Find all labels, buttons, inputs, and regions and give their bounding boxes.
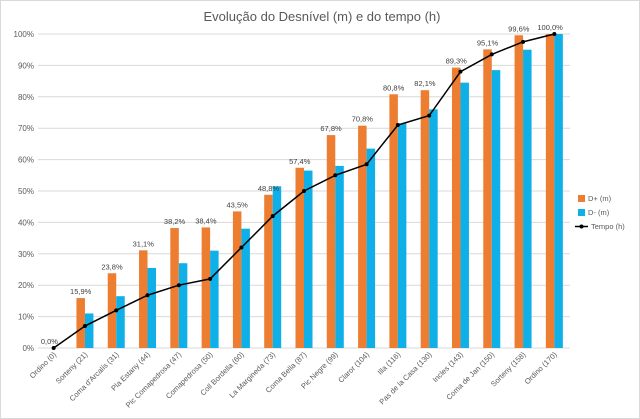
time-point xyxy=(552,32,557,36)
bar-ascent xyxy=(545,34,555,348)
time-point xyxy=(364,162,369,167)
y-axis-ticks: 0% 10% 20% 30% 40% 50% 60% 70% 80% 90% 100% xyxy=(14,30,34,353)
bar-data-label: 80,8% xyxy=(383,83,405,92)
time-point xyxy=(427,113,432,118)
chart-title: Evolução do Desnível (m) e do tempo (h) xyxy=(204,9,441,24)
y-tick-label: 0% xyxy=(22,344,34,353)
x-category-label: Pas de la Casa (130) xyxy=(377,350,434,407)
legend-label: Tempo (h) xyxy=(591,222,625,231)
y-tick-label: 50% xyxy=(18,187,34,196)
bar-ascent xyxy=(451,67,461,349)
bar-data-label: 43,5% xyxy=(227,200,249,209)
bar-ascent xyxy=(326,135,336,348)
bar-series xyxy=(76,34,563,349)
bar-data-label: 82,1% xyxy=(414,79,436,88)
bar-ascent xyxy=(514,35,524,348)
x-category-label: Ordino (170) xyxy=(523,350,559,386)
bar-ascent xyxy=(483,49,492,349)
bar-ascent xyxy=(139,250,148,348)
time-point xyxy=(176,283,181,288)
bar-descent xyxy=(460,82,469,349)
bar-data-label: 99,6% xyxy=(508,24,530,33)
x-category-label: Pic Comapedrosa (47) xyxy=(124,350,184,410)
bar-ascent xyxy=(107,273,117,348)
bar-ascent xyxy=(170,228,179,348)
x-axis-categories: Ordino (0)Sorteny (21)Coma d'Arcalís (31… xyxy=(28,350,559,410)
bar-descent xyxy=(523,49,532,348)
y-tick-label: 20% xyxy=(18,281,34,290)
bar-descent xyxy=(304,170,313,348)
bar-ascent xyxy=(76,298,85,348)
bar-descent xyxy=(491,70,501,349)
bar-data-label: 23,8% xyxy=(101,262,123,271)
y-tick-label: 90% xyxy=(18,61,34,70)
legend: D+ (m) D- (m) Tempo (h) xyxy=(575,194,625,231)
y-tick-label: 10% xyxy=(18,313,34,322)
bar-ascent xyxy=(295,167,304,348)
bar-data-label: 67,8% xyxy=(320,124,342,133)
bar-data-label: 38,2% xyxy=(164,217,186,226)
x-category-label: Claror (104) xyxy=(336,350,371,385)
legend-marker xyxy=(579,224,584,229)
time-point xyxy=(114,308,119,313)
legend-label: D- (m) xyxy=(588,208,610,217)
y-tick-label: 70% xyxy=(18,124,34,133)
time-point xyxy=(489,52,494,57)
x-category-label: Ordino (0) xyxy=(28,350,59,381)
bar-descent xyxy=(241,228,250,348)
bar-ascent xyxy=(420,90,430,349)
y-tick-label: 60% xyxy=(18,156,34,165)
bar-ascent xyxy=(264,194,273,348)
y-tick-label: 40% xyxy=(18,218,34,227)
time-point xyxy=(145,293,150,298)
bar-data-label: 70,8% xyxy=(352,115,374,124)
data-labels: 0,0% 15,9% 23,8% 31,1% 38,2% 38,4% 43,5% 48,8% 5… xyxy=(41,23,563,346)
bar-ascent xyxy=(201,227,211,348)
y-tick-label: 100% xyxy=(14,30,34,39)
bar-descent xyxy=(366,148,376,348)
bar-descent xyxy=(554,34,563,348)
bar-descent xyxy=(335,165,344,348)
bar-descent xyxy=(429,109,438,348)
y-tick-label: 80% xyxy=(18,93,34,102)
line-series xyxy=(51,32,557,350)
bar-data-label: 31,1% xyxy=(133,239,155,248)
bar-ascent xyxy=(389,94,398,349)
bar-data-label: 0,0% xyxy=(41,337,58,346)
time-point xyxy=(270,214,275,219)
bar-data-label: 57,4% xyxy=(289,157,311,166)
time-point xyxy=(239,245,244,250)
bar-ascent xyxy=(358,125,367,348)
time-point xyxy=(51,346,56,350)
time-point xyxy=(521,39,526,44)
bar-descent xyxy=(178,263,188,348)
gridlines xyxy=(38,33,570,349)
bar-descent xyxy=(397,123,407,349)
bar-data-label: 89,3% xyxy=(446,57,468,66)
bar-ascent xyxy=(232,211,242,348)
time-point xyxy=(82,324,87,329)
y-tick-label: 30% xyxy=(18,250,34,259)
legend-swatch xyxy=(578,195,585,202)
bar-descent xyxy=(210,250,219,348)
legend-swatch xyxy=(578,209,585,216)
time-point xyxy=(395,123,400,128)
bar-data-label: 48,8% xyxy=(258,184,280,193)
time-point xyxy=(302,189,306,193)
bar-data-label: 15,9% xyxy=(70,287,92,296)
bar-descent xyxy=(272,186,282,348)
x-category-label: Illa (116) xyxy=(376,350,403,377)
bar-data-label: 95,1% xyxy=(477,38,499,47)
time-point xyxy=(208,276,213,281)
legend-label: D+ (m) xyxy=(588,194,612,203)
bar-descent xyxy=(116,296,125,348)
bar-data-label: 100,0% xyxy=(537,23,563,32)
bar-data-label: 38,4% xyxy=(195,216,217,225)
bar-descent xyxy=(84,313,94,348)
time-point xyxy=(333,173,338,178)
time-point xyxy=(458,69,463,74)
bar-descent xyxy=(147,267,157,348)
